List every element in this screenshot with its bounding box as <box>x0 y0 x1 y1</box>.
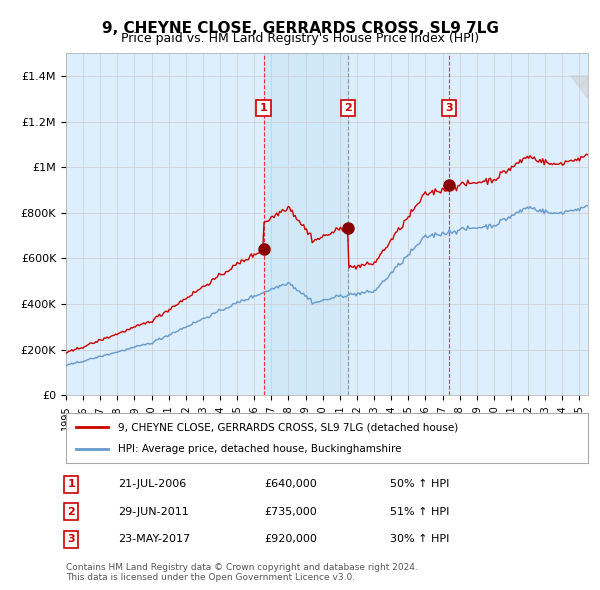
Text: Contains HM Land Registry data © Crown copyright and database right 2024.: Contains HM Land Registry data © Crown c… <box>66 563 418 572</box>
Text: HPI: Average price, detached house, Buckinghamshire: HPI: Average price, detached house, Buck… <box>118 444 402 454</box>
Text: £640,000: £640,000 <box>265 480 317 489</box>
Text: 3: 3 <box>67 535 75 544</box>
Text: 29-JUN-2011: 29-JUN-2011 <box>118 507 189 517</box>
Text: 1: 1 <box>67 480 75 489</box>
Text: This data is licensed under the Open Government Licence v3.0.: This data is licensed under the Open Gov… <box>66 573 355 582</box>
Text: 1: 1 <box>260 103 268 113</box>
Text: 9, CHEYNE CLOSE, GERRARDS CROSS, SL9 7LG: 9, CHEYNE CLOSE, GERRARDS CROSS, SL9 7LG <box>101 21 499 35</box>
Text: £735,000: £735,000 <box>265 507 317 517</box>
Text: 23-MAY-2017: 23-MAY-2017 <box>118 535 190 544</box>
Text: 30% ↑ HPI: 30% ↑ HPI <box>389 535 449 544</box>
Text: 3: 3 <box>445 103 453 113</box>
Bar <box>263 53 348 395</box>
Text: 9, CHEYNE CLOSE, GERRARDS CROSS, SL9 7LG (detached house): 9, CHEYNE CLOSE, GERRARDS CROSS, SL9 7LG… <box>118 422 458 432</box>
Text: Price paid vs. HM Land Registry's House Price Index (HPI): Price paid vs. HM Land Registry's House … <box>121 32 479 45</box>
Text: £920,000: £920,000 <box>265 535 317 544</box>
Text: 2: 2 <box>344 103 352 113</box>
Text: 51% ↑ HPI: 51% ↑ HPI <box>389 507 449 517</box>
Polygon shape <box>571 76 588 99</box>
Text: 50% ↑ HPI: 50% ↑ HPI <box>389 480 449 489</box>
Text: 2: 2 <box>67 507 75 517</box>
Text: 21-JUL-2006: 21-JUL-2006 <box>118 480 187 489</box>
